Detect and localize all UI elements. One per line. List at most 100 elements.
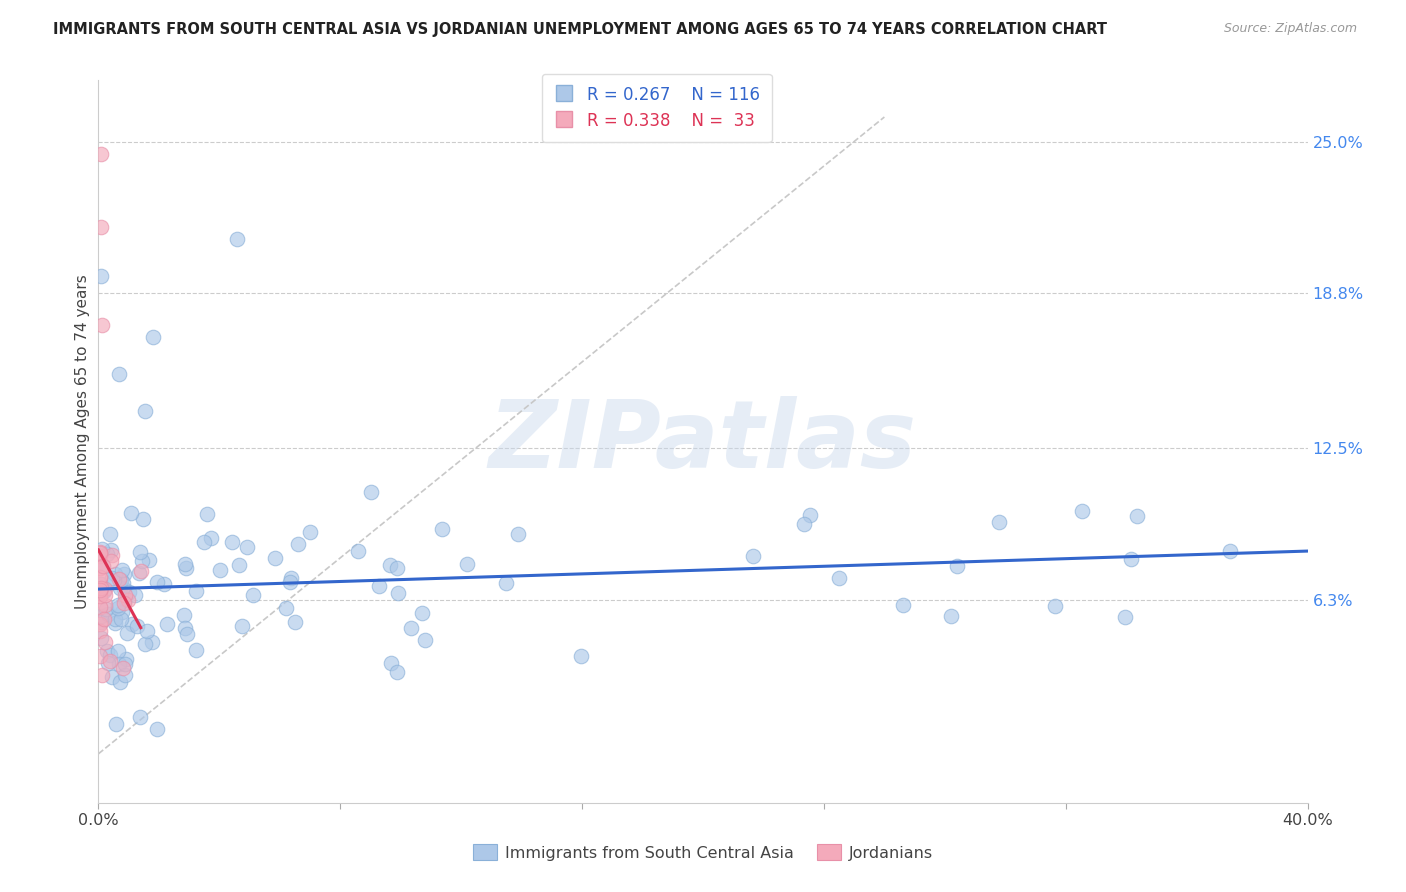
- Point: [89, 617, 111, 632]
- Point: [98, 648, 121, 663]
- Point: [385, 561, 408, 575]
- Point: [110, 581, 132, 595]
- Point: [231, 618, 253, 632]
- Point: [90, 615, 112, 629]
- Text: IMMIGRANTS FROM SOUTH CENTRAL ASIA VS JORDANIAN UNEMPLOYMENT AMONG AGES 65 TO 74: IMMIGRANTS FROM SOUTH CENTRAL ASIA VS JO…: [53, 22, 1108, 37]
- Point: [118, 584, 141, 599]
- Point: [1121, 551, 1143, 566]
- Point: [89, 571, 111, 585]
- Point: [103, 573, 125, 587]
- Point: [184, 584, 207, 599]
- Point: [94, 634, 117, 648]
- Point: [96, 547, 118, 561]
- Point: [117, 625, 139, 640]
- Point: [298, 525, 321, 540]
- Point: [235, 540, 257, 554]
- Point: [146, 723, 169, 737]
- Point: [91, 558, 114, 573]
- Point: [90, 220, 112, 235]
- Point: [195, 508, 218, 522]
- Point: [89, 586, 111, 600]
- Point: [89, 570, 111, 584]
- Point: [174, 621, 197, 635]
- Point: [89, 583, 111, 598]
- Point: [90, 559, 112, 574]
- Point: [799, 508, 821, 522]
- Point: [225, 232, 247, 246]
- Point: [120, 507, 142, 521]
- Point: [173, 608, 195, 623]
- Point: [98, 526, 121, 541]
- Point: [134, 404, 156, 418]
- Point: [114, 588, 136, 602]
- Point: [104, 717, 127, 731]
- Point: [1126, 509, 1149, 524]
- Point: [94, 598, 117, 612]
- Point: [1045, 599, 1067, 613]
- Point: [114, 657, 136, 672]
- Point: [946, 558, 969, 573]
- Point: [91, 668, 114, 682]
- Point: [90, 608, 112, 623]
- Point: [411, 606, 433, 620]
- Point: [506, 526, 529, 541]
- Point: [104, 616, 127, 631]
- Legend: Immigrants from South Central Asia, Jordanians: Immigrants from South Central Asia, Jord…: [467, 838, 939, 867]
- Point: [128, 566, 150, 581]
- Point: [208, 563, 231, 577]
- Point: [110, 573, 132, 587]
- Text: ZIPatlas: ZIPatlas: [489, 395, 917, 488]
- Point: [89, 545, 111, 559]
- Point: [153, 577, 176, 591]
- Point: [121, 616, 143, 631]
- Point: [142, 330, 165, 344]
- Point: [111, 576, 134, 591]
- Point: [1114, 610, 1136, 624]
- Point: [132, 512, 155, 526]
- Point: [117, 593, 139, 607]
- Point: [112, 567, 135, 582]
- Point: [156, 617, 179, 632]
- Point: [138, 553, 160, 567]
- Point: [415, 633, 437, 648]
- Point: [90, 631, 112, 645]
- Point: [280, 571, 302, 585]
- Point: [221, 535, 243, 549]
- Point: [378, 558, 401, 572]
- Point: [93, 612, 115, 626]
- Point: [264, 551, 287, 566]
- Point: [89, 549, 111, 563]
- Point: [242, 588, 264, 602]
- Point: [110, 675, 132, 690]
- Point: [94, 601, 117, 615]
- Point: [89, 590, 111, 604]
- Point: [90, 541, 112, 556]
- Point: [793, 517, 815, 532]
- Point: [101, 571, 124, 585]
- Point: [284, 615, 307, 630]
- Point: [399, 621, 422, 635]
- Point: [101, 670, 124, 684]
- Point: [456, 558, 478, 572]
- Point: [114, 592, 136, 607]
- Text: Source: ZipAtlas.com: Source: ZipAtlas.com: [1223, 22, 1357, 36]
- Point: [90, 576, 112, 591]
- Point: [100, 554, 122, 568]
- Point: [129, 564, 152, 578]
- Point: [1070, 503, 1092, 517]
- Point: [112, 597, 135, 611]
- Point: [107, 601, 129, 615]
- Point: [495, 576, 517, 591]
- Point: [90, 269, 112, 284]
- Point: [89, 600, 111, 615]
- Point: [176, 627, 198, 641]
- Point: [111, 661, 134, 675]
- Point: [828, 571, 851, 585]
- Point: [89, 561, 111, 575]
- Point: [368, 579, 391, 593]
- Point: [141, 634, 163, 648]
- Point: [387, 585, 409, 599]
- Point: [129, 544, 152, 558]
- Point: [100, 542, 122, 557]
- Point: [287, 537, 309, 551]
